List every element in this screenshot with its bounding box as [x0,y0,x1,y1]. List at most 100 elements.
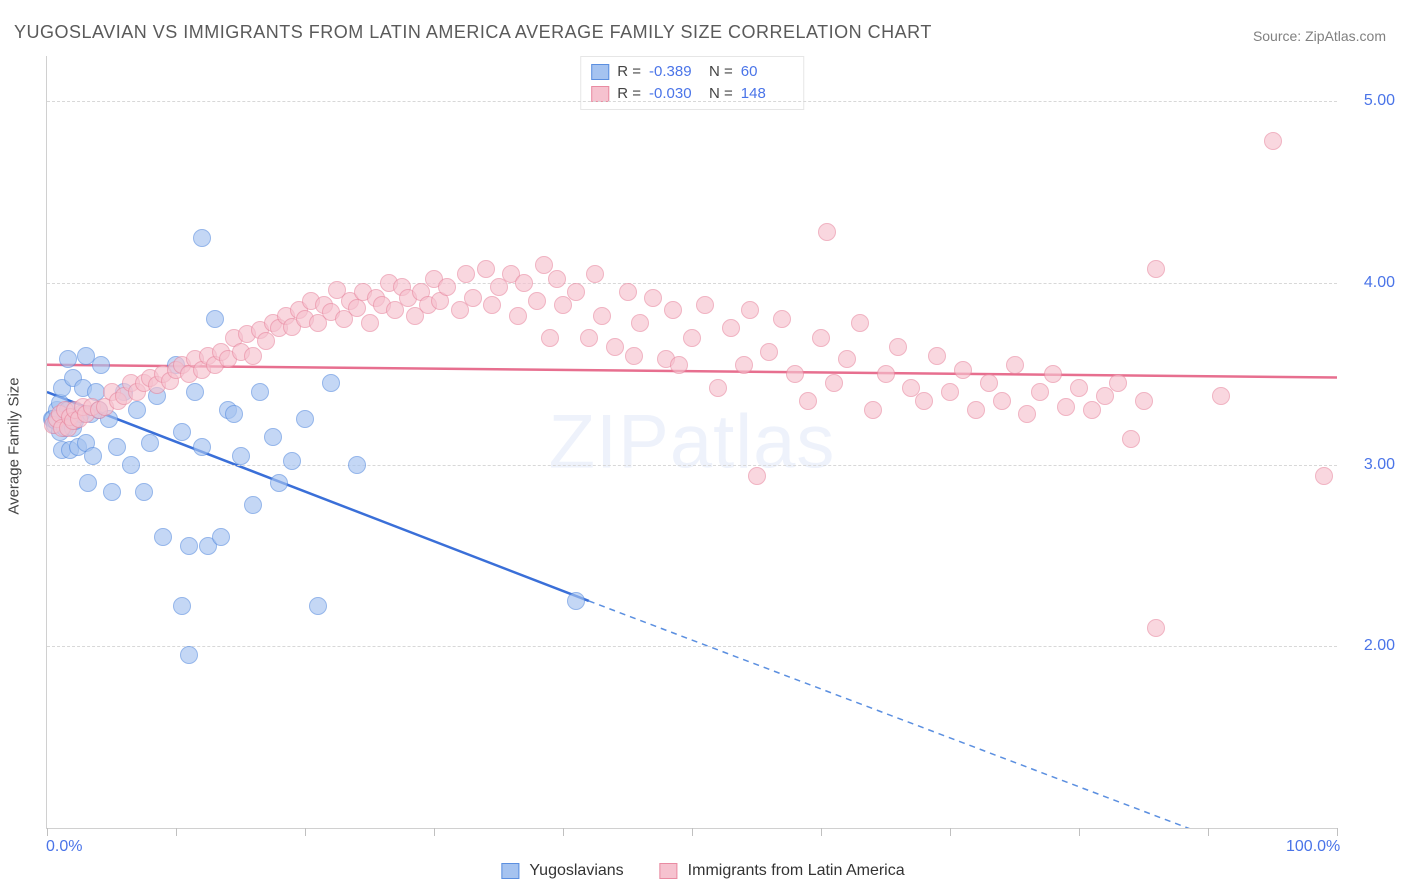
scatter-point [567,592,585,610]
scatter-point [483,296,501,314]
scatter-point [348,299,366,317]
scatter-point [773,310,791,328]
scatter-point [1057,398,1075,416]
scatter-point [889,338,907,356]
scatter-point [180,646,198,664]
scatter-point [1122,430,1140,448]
x-tick-label: 100.0% [1286,838,1340,856]
swatch-series-0 [591,64,609,80]
legend-label-1: Immigrants from Latin America [688,862,905,880]
scatter-point [509,307,527,325]
scatter-point [993,392,1011,410]
x-tick [434,828,435,836]
scatter-point [141,434,159,452]
scatter-point [1031,383,1049,401]
scatter-point [348,456,366,474]
scatter-point [567,283,585,301]
scatter-point [438,278,456,296]
y-tick-label: 2.00 [1364,637,1395,655]
scatter-point [709,379,727,397]
scatter-point [799,392,817,410]
scatter-point [361,314,379,332]
r-label: R = [617,61,641,83]
scatter-point [670,356,688,374]
scatter-point [103,483,121,501]
scatter-point [541,329,559,347]
scatter-point [980,374,998,392]
scatter-point [954,361,972,379]
scatter-point [1147,260,1165,278]
scatter-point [748,467,766,485]
scatter-point [296,410,314,428]
scatter-point [864,401,882,419]
scatter-point [535,256,553,274]
scatter-point [309,597,327,615]
y-tick-label: 3.00 [1364,456,1395,474]
scatter-point [528,292,546,310]
scatter-point [1264,132,1282,150]
x-tick [821,828,822,836]
scatter-point [270,474,288,492]
scatter-point [79,474,97,492]
scatter-point [457,265,475,283]
x-tick [305,828,306,836]
y-tick-label: 5.00 [1364,92,1395,110]
scatter-point [193,438,211,456]
scatter-point [1018,405,1036,423]
scatter-point [477,260,495,278]
scatter-point [825,374,843,392]
scatter-point [135,483,153,501]
watermark: ZIPatlas [549,399,836,486]
x-tick [563,828,564,836]
x-tick [1208,828,1209,836]
scatter-point [722,319,740,337]
swatch-series-1 [660,863,678,879]
scatter-point [580,329,598,347]
scatter-point [154,528,172,546]
scatter-point [322,374,340,392]
scatter-point [59,350,77,368]
trend-lines [47,56,1337,828]
scatter-point [1147,619,1165,637]
scatter-point [606,338,624,356]
scatter-point [206,310,224,328]
scatter-point [1212,387,1230,405]
n-value-0: 60 [741,61,793,83]
scatter-point [225,405,243,423]
source-label: Source: ZipAtlas.com [1253,28,1386,44]
scatter-point [1135,392,1153,410]
legend-label-0: Yugoslavians [529,862,623,880]
scatter-point [212,528,230,546]
scatter-point [128,401,146,419]
x-tick [47,828,48,836]
scatter-point [967,401,985,419]
legend-row-1: R = -0.389 N = 60 [591,61,793,83]
scatter-point [1044,365,1062,383]
scatter-point [644,289,662,307]
scatter-point [515,274,533,292]
scatter-point [1006,356,1024,374]
scatter-point [619,283,637,301]
scatter-point [1070,379,1088,397]
gridline [47,646,1337,647]
legend-item-0: Yugoslavians [501,862,623,880]
chart-title: YUGOSLAVIAN VS IMMIGRANTS FROM LATIN AME… [14,22,932,43]
scatter-point [915,392,933,410]
gridline [47,465,1337,466]
y-axis-label: Average Family Size [6,377,23,514]
scatter-point [928,347,946,365]
scatter-point [1109,374,1127,392]
swatch-series-1 [591,86,609,102]
y-tick-label: 4.00 [1364,274,1395,292]
plot-area: ZIPatlas R = -0.389 N = 60 R = -0.030 N … [46,56,1337,829]
series-legend: Yugoslavians Immigrants from Latin Ameri… [501,862,904,880]
scatter-point [283,452,301,470]
scatter-point [851,314,869,332]
scatter-point [683,329,701,347]
scatter-point [108,438,126,456]
scatter-point [1083,401,1101,419]
x-tick [1337,828,1338,836]
scatter-point [735,356,753,374]
scatter-point [586,265,604,283]
scatter-point [92,356,110,374]
